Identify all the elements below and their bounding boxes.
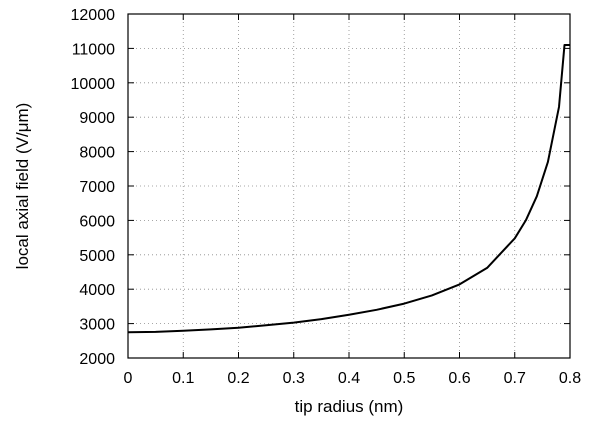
y-tick-label: 9000 bbox=[79, 110, 115, 127]
x-tick-label: 0.6 bbox=[448, 370, 470, 387]
y-tick-label: 5000 bbox=[79, 248, 115, 265]
y-tick-label: 2000 bbox=[79, 351, 115, 368]
y-tick-label: 6000 bbox=[79, 213, 115, 230]
y-tick-label: 12000 bbox=[71, 7, 116, 24]
y-tick-label: 7000 bbox=[79, 179, 115, 196]
series-line bbox=[127, 44, 570, 334]
x-tick-label: 0.7 bbox=[504, 370, 526, 387]
x-tick-label: 0.2 bbox=[227, 370, 249, 387]
x-tick-label: 0.3 bbox=[283, 370, 305, 387]
x-tick-label: 0.5 bbox=[393, 370, 415, 387]
x-axis-title: tip radius (nm) bbox=[295, 397, 404, 416]
grid bbox=[128, 14, 570, 358]
y-tick-label: 11000 bbox=[72, 41, 115, 58]
x-tick-label: 0.1 bbox=[172, 370, 194, 387]
series bbox=[127, 44, 570, 334]
ticks: 0 0.1 0.2 0.3 0.4 0.5 0.6 0.7 0.8 2000 3000 4000 500… bbox=[71, 7, 582, 387]
x-tick-label: 0 bbox=[124, 370, 133, 387]
y-tick-label: 4000 bbox=[79, 282, 115, 299]
y-tick-label: 3000 bbox=[79, 317, 115, 334]
y-tick-label: 8000 bbox=[79, 145, 115, 162]
y-axis-title: local axial field (V/μm) bbox=[13, 103, 32, 270]
x-tick-label: 0.8 bbox=[559, 370, 581, 387]
x-tick-label: 0.4 bbox=[338, 370, 360, 387]
y-tick-label: 10000 bbox=[71, 76, 116, 93]
